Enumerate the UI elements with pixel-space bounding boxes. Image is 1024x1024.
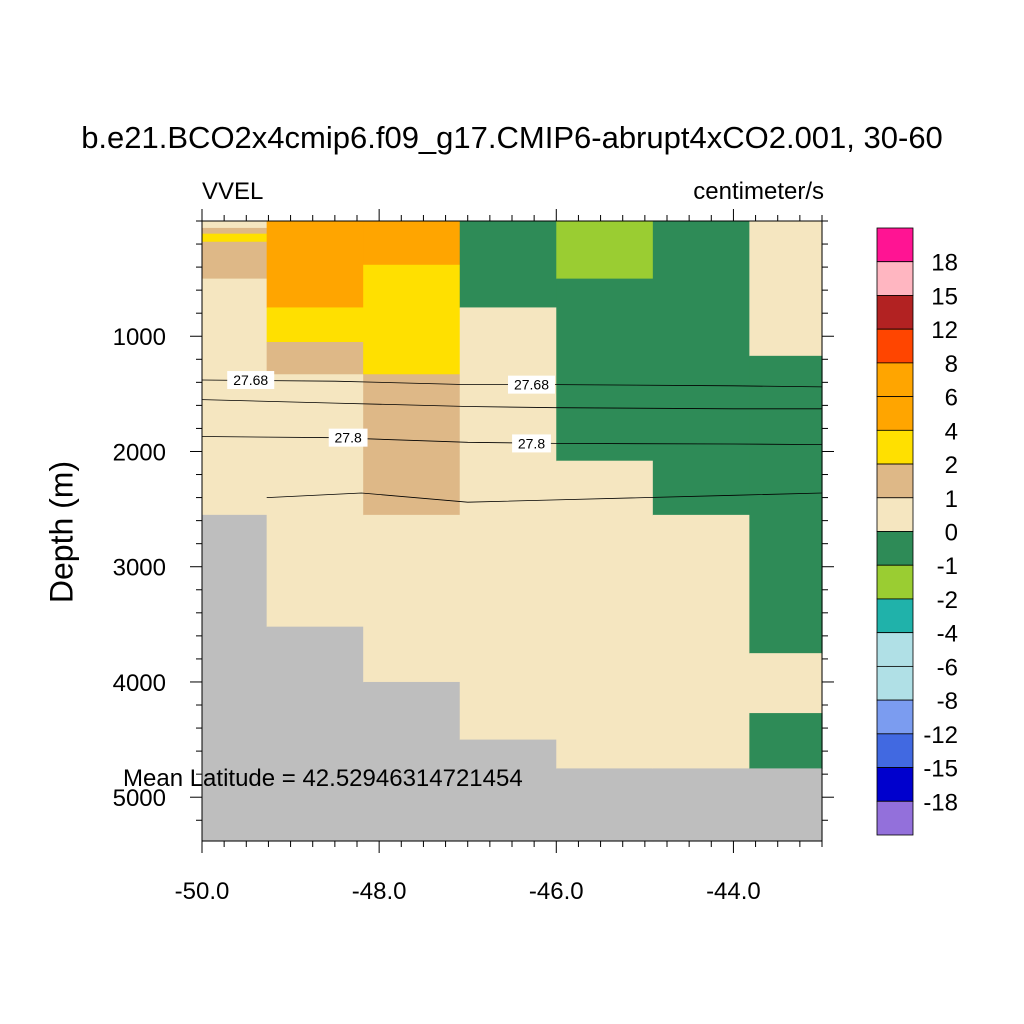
colorbar-label: 15 [931,283,958,310]
y-tick-label: 2000 [113,439,166,466]
colorbar-swatch [876,227,914,263]
colorbar-label: 18 [931,250,958,277]
colorbar-swatch [876,531,914,566]
contour-line [201,399,822,410]
heatmap-cell [202,221,268,229]
heatmap-cell [556,278,654,462]
contour-label-box [507,375,555,394]
contour-label-box [328,428,368,447]
colorbar-label: -1 [937,553,958,580]
colorbar-label: 0 [945,520,958,547]
x-tick-label: -48.0 [352,878,407,905]
heatmap-cell [202,514,268,842]
heatmap-cells [202,221,823,842]
heatmap-cell [266,374,364,628]
heatmap-cell [363,374,461,516]
heatmap-cell [556,768,654,842]
mean-latitude-annotation: Mean Latitude = 42.52946314721454 [123,765,523,792]
heatmap-cell [266,307,364,343]
heatmap-cell [749,221,823,357]
colorbar-swatch [876,328,914,364]
y-axis-ticks: 1000 2000 3000 4000 5000 [113,220,834,821]
heatmap-cell [363,514,461,683]
colorbar-label: 6 [945,385,958,412]
colorbar-swatch [876,665,914,701]
y-tick-label: 5000 [113,785,166,812]
y-axis-label: Depth (m) [43,460,80,604]
y-tick-label: 3000 [113,555,166,582]
colorbar-label: -8 [937,688,958,715]
colorbar-label: -2 [937,587,958,614]
heatmap-cell [459,307,557,741]
heatmap-cell [363,681,461,842]
heatmap-cell [749,768,823,842]
colorbar-label: 8 [945,351,958,378]
heatmap-cell [749,355,823,654]
heatmap-cell [202,241,268,280]
heatmap-cell [652,768,750,842]
heatmap-cell [202,227,268,235]
colorbar-label: 12 [931,317,958,344]
colorbar-label: 2 [945,452,958,479]
heatmap-cell [652,514,750,769]
colorbar-label: -15 [923,756,958,783]
colorbar-label: -12 [923,722,958,749]
chart-title: b.e21.BCO2x4cmip6.f09_g17.CMIP6-abrupt4x… [81,120,943,155]
colorbar-swatch [876,295,914,330]
heatmap-cell [202,233,268,243]
heatmap-cell [459,221,557,309]
colorbar-swatch [876,261,914,296]
colorbar-label: 4 [945,418,958,445]
colorbar-swatch [876,497,914,532]
heatmap-cell [556,221,654,280]
colorbar-swatch [876,598,914,634]
heatmap-cell [652,221,750,516]
contour-label-box [512,434,551,453]
heatmap-cell [363,264,461,375]
colorbar: 18 15 12 8 6 4 2 1 0 -1 -2 -4 -6 -8 -12 -15 -18 [876,227,958,836]
units-label: centimeter/s [693,178,824,205]
heatmap-cell [459,739,557,842]
heatmap-cell [363,221,461,266]
colorbar-swatch [876,396,914,431]
heatmap-cell [266,342,364,375]
contour-label: 27.8 [518,435,545,451]
colorbar-swatch [876,362,914,398]
heatmap-cell [749,653,823,714]
colorbar-swatch [876,632,914,667]
contour-label: 27.8 [335,430,362,446]
colorbar-swatch [876,699,914,735]
heatmap-cell [266,221,364,309]
heatmap-cell [202,278,268,516]
isopycnal-contours: 27.68 27.68 27.8 27.8 [201,371,823,503]
variable-label: VVEL [202,178,264,205]
colorbar-label: -18 [923,789,958,816]
colorbar-label: 1 [945,486,958,513]
x-tick-label: -46.0 [529,878,584,905]
y-tick-label: 1000 [113,324,166,351]
x-tick-label: -50.0 [175,878,230,905]
x-axis-ticks: -50.0 -48.0 -46.0 -44.0 [175,209,823,905]
colorbar-label: -6 [937,654,958,681]
contour-line [266,492,823,503]
contour-label: 27.68 [233,372,268,388]
colorbar-swatch [876,733,914,768]
y-tick-label: 4000 [113,670,166,697]
colorbar-swatch [876,767,914,802]
contour-label: 27.68 [514,377,549,393]
contour-line [201,436,823,445]
colorbar-label: -4 [937,621,958,648]
colorbar-swatch [876,800,914,836]
colorbar-swatch [876,564,914,600]
heatmap-cell [556,460,654,769]
colorbar-swatch [876,463,914,499]
heatmap-cell [266,626,364,842]
colorbar-swatch [876,429,914,465]
heatmap-cell [749,713,823,769]
contour-label-box [227,371,275,390]
x-tick-label: -44.0 [706,878,761,905]
